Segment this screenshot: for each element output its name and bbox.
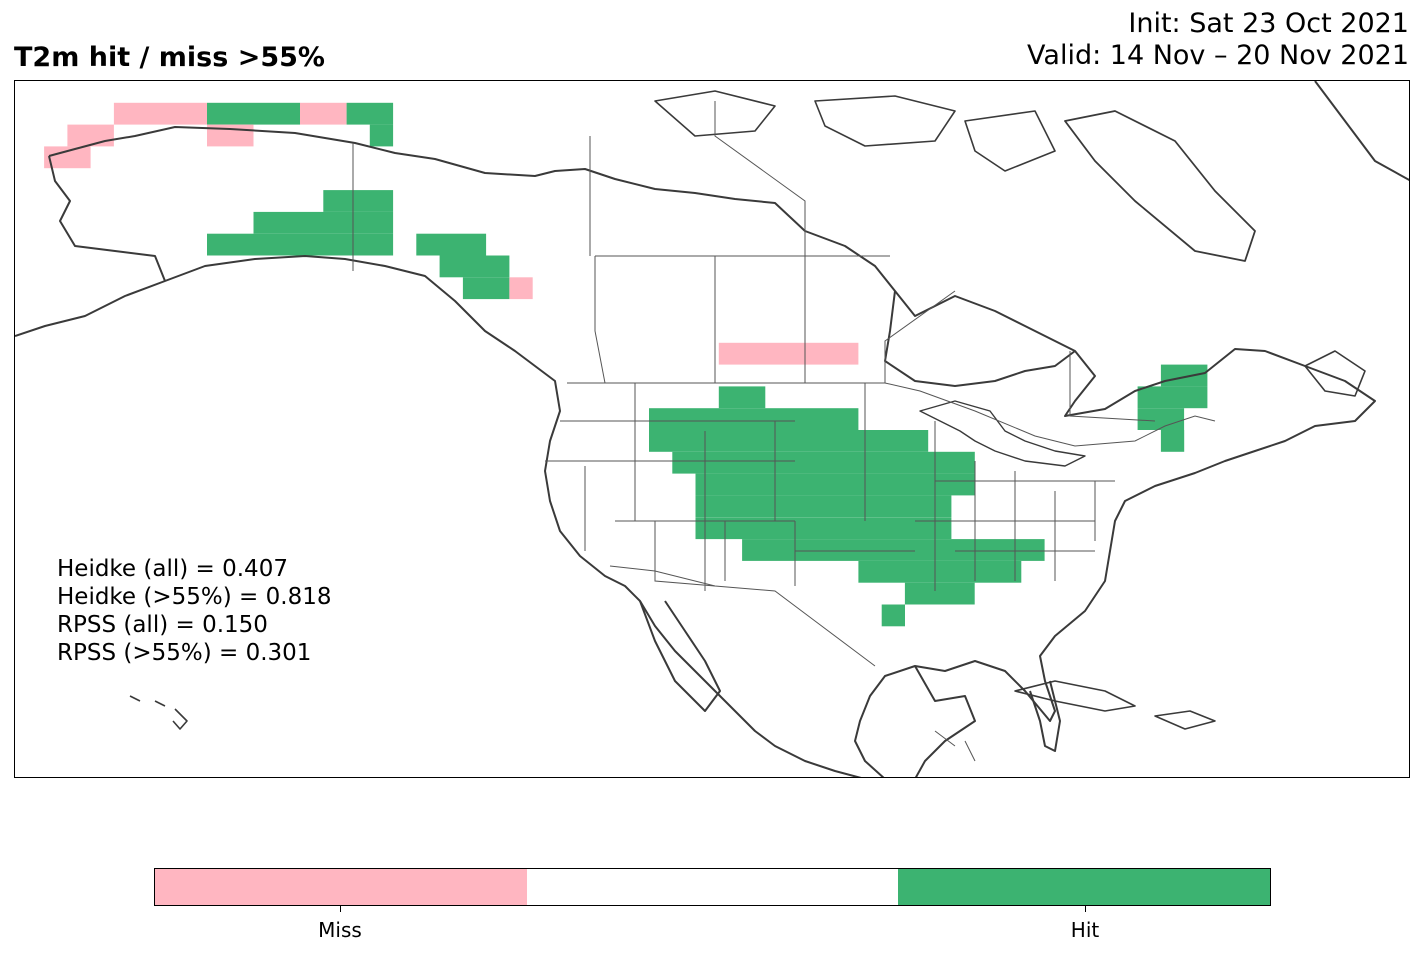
miss-cell-0 [44, 146, 91, 169]
hit-cell-12 [439, 255, 510, 278]
hit-cell-29 [1137, 408, 1185, 430]
coastline-hawaii [129, 695, 188, 730]
coastline-baja [639, 600, 721, 712]
coastline-cuba [1014, 680, 1136, 712]
hit-cell-21 [695, 495, 952, 518]
heidke-all: Heidke (all) = 0.407 [57, 556, 288, 582]
colorbar-miss-swatch [155, 869, 527, 905]
coastline-alaska-west [48, 155, 166, 282]
hit-cell-11 [416, 233, 487, 256]
hit-cell-18 [649, 430, 929, 452]
miss-cell-4 [300, 102, 347, 125]
colorbar-tick-hit [1085, 906, 1086, 912]
coastline-west [15, 255, 862, 777]
hit-cell-13 [462, 277, 510, 300]
coastline-islands-2 [814, 95, 956, 147]
rpss-55: RPSS (>55%) = 0.301 [57, 640, 312, 666]
us-mexico-border [609, 565, 876, 667]
hit-cell-22 [695, 517, 952, 540]
miss-cell-2 [113, 102, 207, 125]
colorbar-hit-swatch [898, 869, 1271, 905]
hit-cell-30 [1160, 430, 1185, 452]
canada-provinces [589, 101, 1156, 422]
colorbar-tick-miss [340, 906, 341, 912]
colorbar-label-hit: Hit [1070, 918, 1100, 942]
us-states [545, 383, 1115, 591]
miss-cell-15 [718, 342, 859, 365]
coastline-islands-3 [964, 110, 1056, 172]
grid-cells-layer [44, 102, 1208, 627]
central-america-borders [934, 730, 976, 762]
heidke-55: Heidke (>55%) = 0.818 [57, 584, 332, 610]
hit-cell-23 [742, 539, 1045, 561]
hit-cell-26 [881, 604, 905, 627]
hit-cell-8 [323, 190, 394, 212]
hit-cell-28 [1137, 386, 1208, 409]
map-title: T2m hit / miss >55% [14, 42, 325, 73]
hit-cell-5 [346, 102, 394, 125]
coastline-mainland [48, 126, 1376, 777]
hit-cell-27 [1160, 364, 1208, 387]
coastline-baffin [1064, 110, 1256, 262]
great-lakes [919, 400, 1086, 467]
hit-cell-7 [369, 124, 394, 147]
coastline-greenland [1314, 81, 1409, 182]
us-canada-border [567, 382, 1216, 447]
init-date: Init: Sat 23 Oct 2021 [1128, 8, 1409, 39]
coastline-hudson-bay [884, 290, 1076, 387]
coastline-florida [1029, 680, 1061, 752]
hit-cell-16 [718, 386, 766, 409]
hit-cell-19 [672, 451, 975, 474]
miss-cell-14 [509, 277, 533, 300]
map-panel [14, 80, 1410, 778]
skill-scores: Heidke (all) = 0.407 Heidke (>55%) = 0.8… [57, 555, 331, 667]
valid-period: Valid: 14 Nov – 20 Nov 2021 [1027, 40, 1409, 71]
hit-cell-25 [904, 582, 975, 605]
hit-cell-3 [207, 102, 301, 125]
coastline-yucatan [914, 665, 976, 777]
miss-cell-1 [67, 124, 114, 147]
colorbar-neutral-swatch [526, 869, 899, 905]
hit-cell-20 [695, 473, 975, 496]
coastline-newfoundland [1304, 350, 1366, 397]
hit-cell-10 [207, 233, 394, 256]
colorbar [154, 868, 1271, 906]
rpss-all: RPSS (all) = 0.150 [57, 612, 268, 638]
coastline-islands-1 [654, 90, 776, 137]
political-borders-layer [352, 101, 1216, 762]
hit-cell-17 [649, 408, 859, 430]
coastline-hispaniola [1154, 710, 1216, 730]
hit-cell-24 [858, 560, 1022, 583]
coastlines-layer [15, 81, 1409, 777]
colorbar-label-miss: Miss [318, 918, 362, 942]
hit-cell-9 [253, 211, 394, 234]
north-america-map [15, 81, 1409, 777]
